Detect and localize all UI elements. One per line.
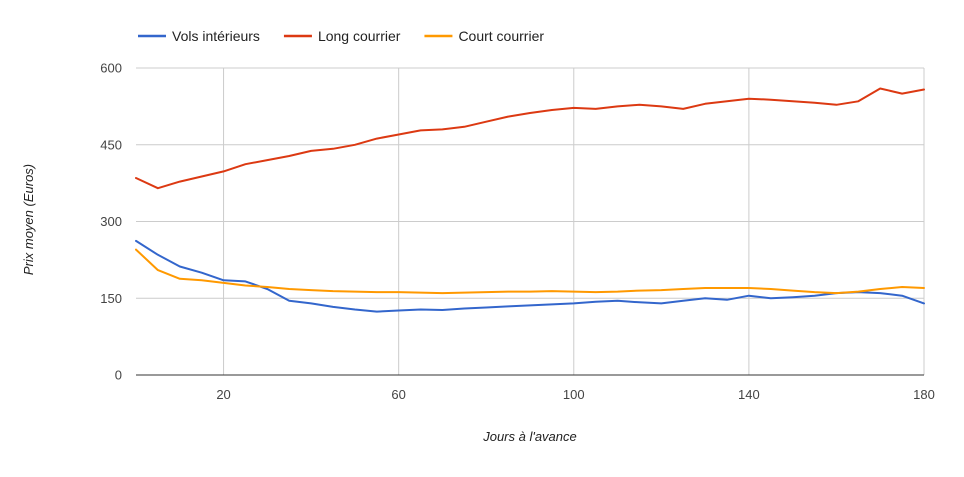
legend-label: Long courrier: [318, 28, 401, 44]
legend: Vols intérieurs Long courrier Court courri…: [138, 28, 544, 44]
legend-label: Vols intérieurs: [172, 28, 260, 44]
x-tick-label: 20: [216, 387, 230, 402]
y-tick-label: 600: [100, 61, 122, 76]
y-tick-label: 0: [115, 368, 122, 383]
x-tick-label: 180: [913, 387, 935, 402]
series-line: [135, 239, 925, 313]
y-tick-label: 150: [100, 291, 122, 306]
axes: 0 150 300 450 600 20 60 100 140 180: [100, 61, 935, 403]
y-tick-label: 300: [100, 214, 122, 229]
series-line: [135, 87, 925, 190]
y-tick-label: 450: [100, 137, 122, 152]
series-line: [135, 248, 925, 295]
x-tick-label: 60: [391, 387, 405, 402]
gridlines: [136, 67, 925, 375]
legend-label: Court courrier: [458, 28, 544, 44]
x-tick-label: 100: [563, 387, 585, 402]
x-axis-title: Jours à l'avance: [482, 429, 577, 444]
x-tick-label: 140: [738, 387, 760, 402]
series-lines: [135, 87, 925, 313]
y-axis-title: Prix moyen (Euros): [21, 164, 36, 275]
